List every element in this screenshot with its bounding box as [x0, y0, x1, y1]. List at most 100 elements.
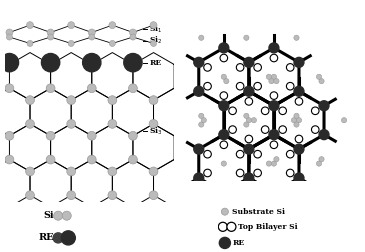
Circle shape [270, 92, 278, 99]
Circle shape [274, 157, 279, 162]
Circle shape [194, 173, 204, 183]
Circle shape [204, 64, 211, 71]
Circle shape [219, 43, 229, 53]
Circle shape [27, 40, 33, 46]
Circle shape [254, 150, 261, 158]
Circle shape [294, 173, 304, 183]
Circle shape [67, 167, 76, 176]
Circle shape [87, 84, 96, 93]
Circle shape [269, 130, 279, 140]
Circle shape [68, 40, 74, 46]
Circle shape [7, 34, 12, 40]
Circle shape [194, 86, 204, 96]
Circle shape [149, 119, 158, 128]
Circle shape [149, 96, 158, 105]
Circle shape [26, 167, 34, 176]
Circle shape [254, 64, 261, 71]
Circle shape [26, 96, 34, 105]
Circle shape [287, 150, 294, 158]
Circle shape [150, 40, 157, 46]
Circle shape [227, 222, 236, 231]
Circle shape [220, 54, 228, 62]
Circle shape [261, 107, 269, 115]
Circle shape [266, 161, 272, 166]
Circle shape [311, 107, 319, 115]
Circle shape [219, 101, 229, 111]
Circle shape [194, 57, 204, 67]
Circle shape [68, 22, 75, 29]
Text: RE: RE [39, 233, 54, 242]
Circle shape [62, 211, 71, 220]
Circle shape [204, 169, 211, 177]
Circle shape [224, 79, 229, 84]
Text: Si$_1$: Si$_1$ [149, 23, 163, 35]
Circle shape [279, 126, 287, 133]
Circle shape [287, 82, 294, 90]
Circle shape [149, 167, 158, 176]
Circle shape [26, 191, 34, 200]
Circle shape [269, 101, 279, 111]
Text: Si$_3$: Si$_3$ [149, 125, 163, 137]
Circle shape [244, 86, 254, 96]
Circle shape [295, 135, 303, 143]
Circle shape [46, 155, 55, 164]
Circle shape [110, 40, 115, 46]
Circle shape [279, 107, 287, 115]
Circle shape [108, 167, 117, 176]
Circle shape [244, 113, 249, 118]
Circle shape [220, 141, 228, 149]
Circle shape [236, 150, 244, 158]
Circle shape [236, 64, 244, 71]
Circle shape [245, 98, 253, 105]
Text: Si$_2$: Si$_2$ [149, 35, 163, 46]
Circle shape [5, 155, 14, 164]
Circle shape [82, 53, 101, 72]
Circle shape [204, 82, 211, 90]
Circle shape [244, 122, 249, 127]
Circle shape [67, 119, 76, 128]
Circle shape [296, 118, 301, 123]
Circle shape [319, 101, 329, 111]
Text: Substrate Si: Substrate Si [233, 208, 285, 216]
Circle shape [87, 155, 96, 164]
Circle shape [287, 169, 294, 177]
Circle shape [26, 119, 34, 128]
Circle shape [219, 130, 229, 140]
Circle shape [294, 57, 304, 67]
Circle shape [88, 29, 95, 36]
Circle shape [229, 107, 237, 115]
Circle shape [341, 118, 347, 123]
Circle shape [261, 126, 269, 133]
Text: RE: RE [233, 239, 245, 247]
Circle shape [244, 57, 254, 67]
Circle shape [109, 22, 116, 29]
Circle shape [236, 82, 244, 90]
Circle shape [311, 126, 319, 133]
Circle shape [87, 131, 96, 140]
Circle shape [199, 35, 204, 40]
Circle shape [274, 79, 279, 84]
Circle shape [221, 208, 228, 215]
Circle shape [199, 122, 204, 127]
Circle shape [0, 53, 19, 72]
Circle shape [254, 82, 261, 90]
Text: RE: RE [149, 59, 162, 67]
Circle shape [229, 126, 237, 133]
Circle shape [271, 74, 277, 79]
Circle shape [124, 53, 142, 72]
Circle shape [270, 141, 278, 149]
Circle shape [149, 191, 158, 200]
Circle shape [319, 130, 329, 140]
Circle shape [53, 233, 63, 243]
Circle shape [245, 135, 253, 143]
Circle shape [266, 74, 272, 79]
Circle shape [270, 54, 278, 62]
Circle shape [5, 131, 14, 140]
Circle shape [67, 191, 76, 200]
Text: Si: Si [43, 211, 54, 220]
Circle shape [316, 161, 322, 166]
Circle shape [47, 34, 54, 40]
Circle shape [319, 157, 324, 162]
Circle shape [254, 169, 261, 177]
Circle shape [128, 155, 137, 164]
